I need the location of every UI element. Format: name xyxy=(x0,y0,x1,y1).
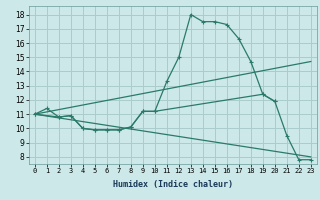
X-axis label: Humidex (Indice chaleur): Humidex (Indice chaleur) xyxy=(113,180,233,189)
